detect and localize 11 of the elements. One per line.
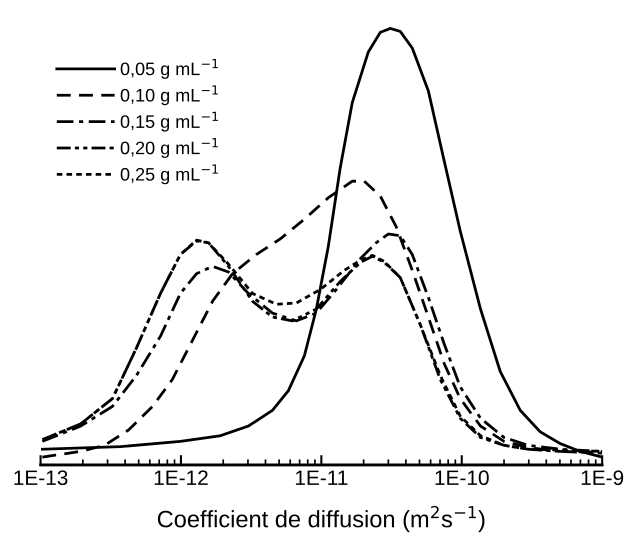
legend-label: 0,20 g mL$^{−1}$ [120, 138, 218, 158]
x-tick-label: 1E-11 [296, 470, 348, 485]
x-tick-label: 1E-9 [582, 470, 624, 486]
x-axis-title: Coefficient de diffusion (m$^{2}$s$^{−1}$) [158, 506, 484, 532]
x-tick-label: 1E-12 [154, 470, 208, 485]
x-tick-label: 1E-13 [14, 470, 68, 486]
legend-label: 0,05 g mL$^{−1}$ [120, 58, 218, 79]
x-tick-label: 1E-10 [436, 470, 489, 486]
legend-label: 0,10 g mL$^{−1}$ [120, 85, 218, 106]
legend-label: 0,15 g mL$^{−1}$ [120, 112, 218, 132]
legend-label: 0,25 g mL$^{−1}$ [120, 164, 218, 184]
